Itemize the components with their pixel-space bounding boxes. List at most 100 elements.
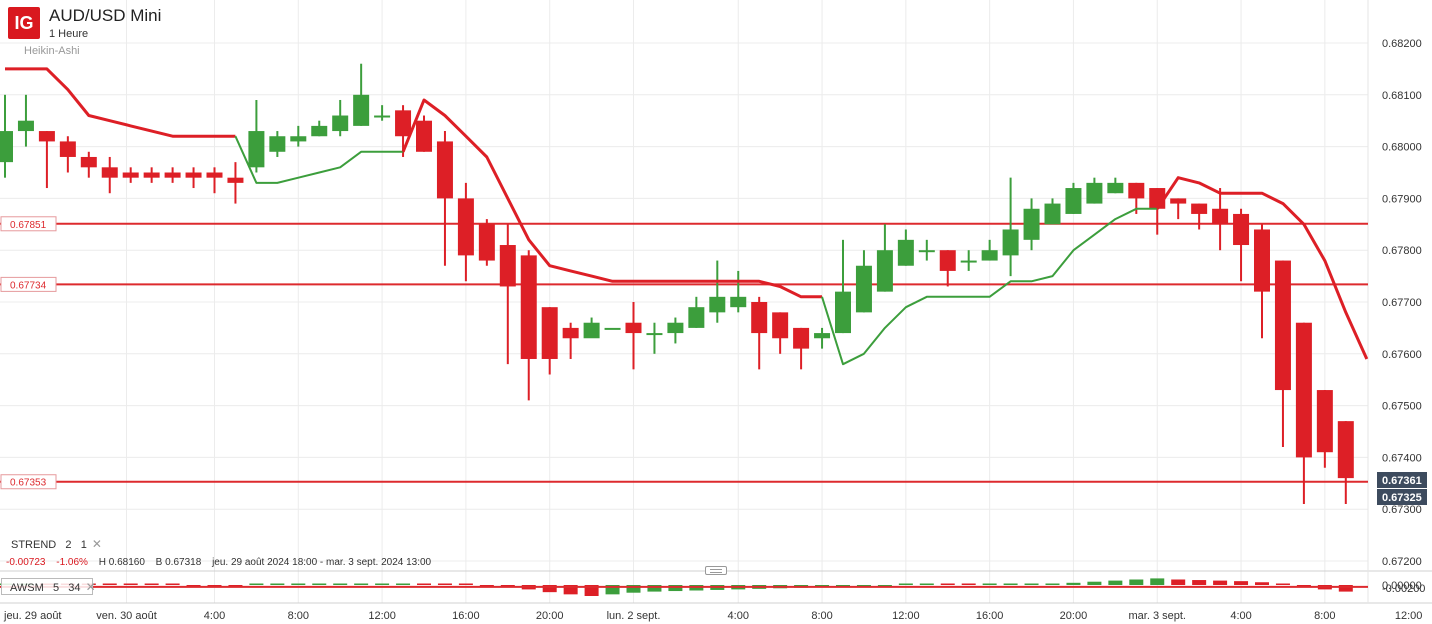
awsm-indicator-label[interactable]: AWSM 5 34 ✕: [1, 578, 96, 595]
candle: [751, 296, 768, 370]
candle: [290, 125, 307, 147]
y-tick-label: 0.67200: [1382, 556, 1422, 568]
awsm-remove-icon[interactable]: ✕: [85, 580, 96, 594]
y-tick-label: 0.67700: [1382, 297, 1422, 309]
strend-indicator-label[interactable]: STREND 2 1 ✕: [11, 537, 102, 551]
candle-body: [353, 94, 370, 126]
awsm-bar: [1045, 583, 1060, 585]
candle: [1086, 177, 1103, 204]
awsm-bar: [123, 583, 138, 585]
pane-resize-handle[interactable]: [705, 566, 727, 575]
y-tick-label: 0.67900: [1382, 193, 1422, 205]
awsm-bar: [1275, 583, 1290, 585]
y-tick-label: 0.67400: [1382, 452, 1422, 464]
awsm-bar: [605, 585, 620, 595]
strend-remove-icon[interactable]: ✕: [91, 537, 102, 551]
candle-body: [1212, 208, 1229, 225]
candle: [143, 167, 160, 183]
awsm-bar: [668, 585, 683, 592]
awsm-bar: [1192, 580, 1207, 585]
awsm-bar: [1234, 581, 1249, 585]
candle-body: [772, 312, 789, 339]
candle: [855, 250, 872, 313]
awsm-bar: [354, 583, 369, 585]
candle-body: [918, 250, 935, 253]
awsm-bar: [396, 583, 411, 585]
candle: [38, 131, 55, 189]
awsm-bar: [270, 583, 285, 585]
candle: [730, 270, 747, 313]
chart-type-label: Heikin-Ashi: [24, 45, 80, 57]
awsm-bar: [1003, 583, 1018, 585]
candle-body: [143, 172, 160, 178]
instrument-title[interactable]: AUD/USD Mini: [49, 6, 162, 25]
candle: [416, 115, 432, 152]
candle: [1170, 198, 1187, 220]
awsm-bar: [877, 585, 892, 587]
x-tick-label: lun. 2 sept.: [607, 610, 661, 622]
strend-param-2: 1: [80, 539, 87, 551]
candle: [499, 224, 516, 365]
awsm-param-1: 5: [52, 582, 60, 594]
candle-body: [311, 125, 328, 137]
awsm-bar: [542, 585, 557, 593]
awsm-bar: [1213, 580, 1228, 585]
level-label: 0.67851: [10, 220, 47, 231]
strend-name: STREND: [11, 539, 57, 551]
supertrend-line: [5, 67, 1369, 366]
candle-body: [730, 296, 747, 308]
level-label-box: [0, 216, 57, 232]
candle-body: [17, 120, 34, 132]
price-levels[interactable]: 0.67851 0.67734 0.67353: [0, 216, 1368, 490]
candle-body: [604, 327, 621, 330]
candle-body: [646, 333, 663, 336]
candle-body: [185, 172, 202, 178]
awsm-bar: [647, 585, 662, 592]
awsm-bar: [1087, 581, 1102, 585]
chart-header: IG AUD/USD Mini 1 Heure Heikin-Ashi: [0, 0, 360, 60]
strend-param-1: 2: [65, 539, 72, 551]
candle: [541, 307, 558, 375]
candle: [793, 327, 810, 370]
candle-body: [1191, 203, 1208, 214]
candle-body: [960, 260, 977, 263]
candle: [1149, 188, 1166, 235]
candle-body: [269, 136, 286, 152]
candle-body: [80, 156, 97, 168]
awsm-bar: [417, 583, 431, 585]
candle-body: [478, 224, 495, 261]
candle: [1044, 198, 1061, 225]
candle-body: [122, 172, 139, 178]
candle-body: [1295, 322, 1312, 458]
candle: [897, 229, 914, 266]
candle: [625, 302, 642, 370]
candle-body: [1044, 203, 1061, 225]
candle: [1274, 260, 1291, 448]
x-tick-label: 8:00: [1314, 610, 1335, 622]
awsm-bar: [165, 583, 180, 585]
awsm-bar: [291, 583, 306, 585]
time-axis[interactable]: jeu. 29 août ven. 30 août 4:00 8:00 12:00 16:…: [3, 610, 1422, 622]
y-tick-label: 0.68200: [1382, 38, 1422, 50]
candle: [185, 167, 202, 189]
candle-body: [1233, 213, 1250, 246]
price-tag-label: 0.67325: [1382, 492, 1422, 504]
awsm-bar: [312, 583, 327, 585]
awsm-bar: [1024, 583, 1039, 585]
candle-body: [835, 291, 851, 334]
awsm-bar: [1338, 585, 1353, 592]
interval-label[interactable]: 1 Heure: [49, 28, 89, 40]
candle: [164, 167, 181, 183]
x-tick-label: 12:00: [1395, 610, 1423, 622]
stats-bar: -0.00723 -1.06% H 0.68160 B 0.67318 jeu.…: [6, 557, 439, 568]
candle: [248, 99, 265, 173]
awsm-bar: [1108, 580, 1123, 585]
candle-body: [1086, 182, 1103, 204]
candle: [918, 239, 935, 261]
candle: [876, 224, 893, 292]
price-axis[interactable]: 0.68200 0.68100 0.68000 0.67900 0.67800 0.677…: [1382, 38, 1425, 595]
awsm-bar: [856, 585, 871, 587]
awsm-bar: [919, 583, 934, 585]
x-tick-label: 4:00: [204, 610, 225, 622]
